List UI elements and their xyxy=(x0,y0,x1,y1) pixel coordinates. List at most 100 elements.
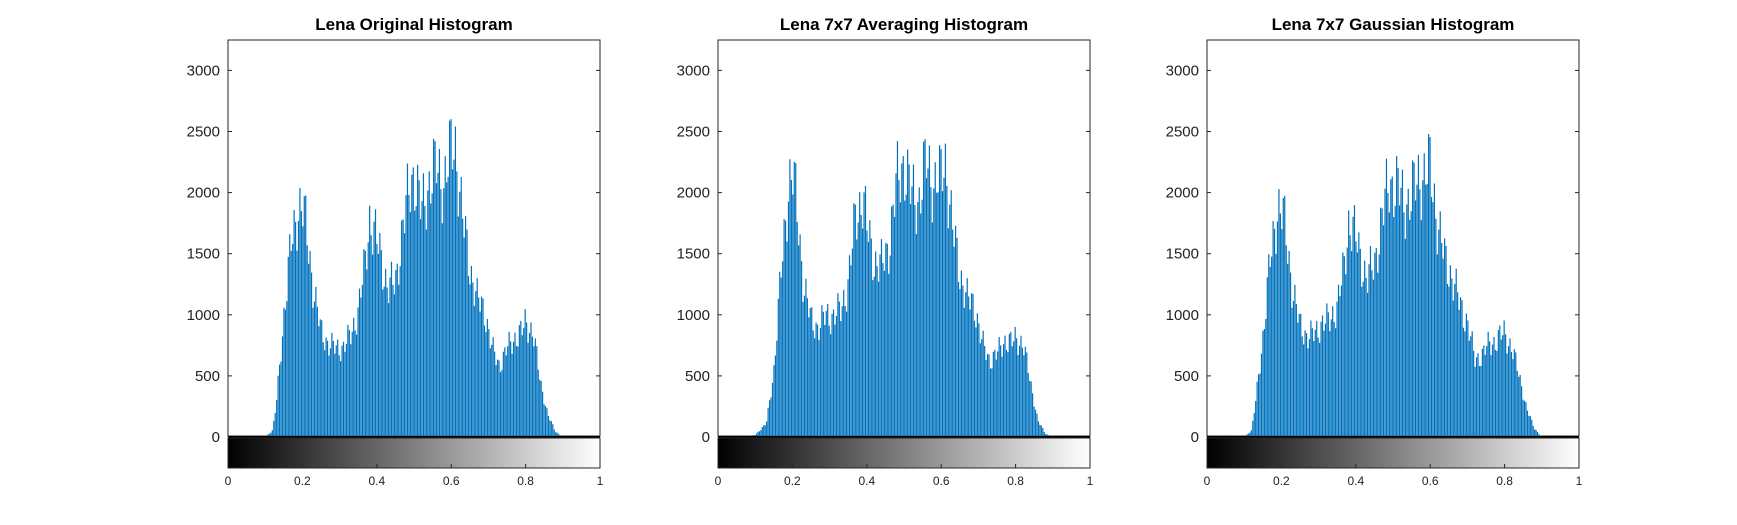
histogram-bar xyxy=(514,332,516,437)
histogram-bar xyxy=(303,196,305,437)
histogram-bar xyxy=(1441,243,1443,437)
histogram-bar xyxy=(358,288,361,437)
histogram-bar xyxy=(371,254,374,437)
histogram-bar xyxy=(1480,365,1482,437)
histogram-bar xyxy=(1040,425,1042,437)
histogram-bar xyxy=(337,339,339,437)
histogram-bar xyxy=(379,232,381,437)
histogram-bar xyxy=(328,355,330,437)
histogram-bar xyxy=(1505,334,1507,437)
histogram-bar xyxy=(867,241,869,437)
histogram-bar xyxy=(511,353,513,437)
histogram-bar xyxy=(451,169,454,437)
histogram-bar xyxy=(299,187,301,437)
histogram-bar xyxy=(464,216,467,437)
histogram-bar xyxy=(1303,344,1305,437)
histogram-bar xyxy=(1503,320,1505,437)
histogram-bar xyxy=(324,350,326,437)
histogram-bar xyxy=(1250,430,1252,437)
histogram-bar xyxy=(1001,356,1003,437)
histogram-bar xyxy=(537,369,539,437)
histogram-bar xyxy=(957,281,960,437)
histogram-bar xyxy=(1481,348,1483,437)
chart-title: Lena 7x7 Averaging Histogram xyxy=(780,15,1028,34)
histogram-bar xyxy=(1046,434,1048,437)
histogram-bar xyxy=(440,189,442,437)
histogram-bar xyxy=(469,284,471,437)
histogram-bar xyxy=(1332,306,1334,437)
histogram-bars xyxy=(744,139,1053,438)
histogram-bar xyxy=(1020,335,1022,437)
histogram-bar xyxy=(776,340,778,437)
histogram-bar xyxy=(779,271,781,437)
y-tick-label: 2500 xyxy=(1166,124,1199,141)
histogram-bar xyxy=(1470,336,1472,437)
histogram-bar xyxy=(1404,238,1406,437)
histogram-bar xyxy=(1320,321,1322,437)
histogram-bar xyxy=(512,341,515,437)
histogram-bar xyxy=(521,335,523,437)
histogram-bar xyxy=(1410,211,1412,437)
histogram-bar xyxy=(1311,328,1313,437)
histogram-bar xyxy=(844,305,846,437)
histogram-bar xyxy=(984,345,986,437)
histogram-bar xyxy=(488,328,490,437)
histogram-bar xyxy=(1247,433,1250,437)
histogram-bar xyxy=(1007,352,1009,437)
histogram-bar xyxy=(1260,353,1263,437)
histogram-bar xyxy=(1275,253,1277,437)
histogram-bar xyxy=(476,278,478,437)
histogram-bar xyxy=(946,185,948,437)
histogram-bar xyxy=(555,432,557,437)
x-tick-label: 1 xyxy=(597,474,604,488)
histogram-bar xyxy=(876,266,878,437)
histogram-bar xyxy=(1246,434,1248,437)
histogram-bar xyxy=(1507,346,1510,437)
histogram-bar xyxy=(523,327,525,437)
histogram-bar xyxy=(908,164,910,437)
histogram-bar xyxy=(1024,346,1026,437)
histogram-bar xyxy=(907,149,909,437)
histogram-bar xyxy=(1413,162,1415,437)
histogram-bar xyxy=(313,301,316,437)
histogram-bar xyxy=(866,230,868,437)
x-tick-label: 1 xyxy=(1087,474,1094,488)
histogram-bar xyxy=(837,293,839,437)
histogram-bar xyxy=(1471,331,1473,437)
histogram-bar xyxy=(459,191,461,437)
histogram-bar xyxy=(402,219,404,437)
grayscale-colorbar xyxy=(1206,437,1580,469)
histogram-bar xyxy=(850,265,852,437)
histogram-bar xyxy=(1477,353,1479,437)
y-tick-label: 3000 xyxy=(677,62,710,79)
histogram-bar xyxy=(1004,335,1006,437)
histogram-bar xyxy=(350,344,352,437)
y-tick-label: 1000 xyxy=(187,307,220,324)
histogram-bar xyxy=(1297,322,1299,437)
histogram-bar xyxy=(341,345,343,437)
histogram-bar xyxy=(1045,434,1047,437)
histogram-bar xyxy=(1419,189,1421,437)
histogram-bar xyxy=(840,321,842,437)
histogram-bar xyxy=(1406,204,1408,437)
histogram-bar xyxy=(294,221,297,437)
histogram-bar xyxy=(1017,355,1019,437)
histogram-bar xyxy=(1478,366,1481,437)
histogram-bar xyxy=(1272,221,1274,437)
histogram-bar xyxy=(1497,330,1499,437)
histogram-bar xyxy=(966,278,968,437)
histogram-bar xyxy=(847,279,849,437)
histogram-bar xyxy=(326,340,329,437)
histogram-bar xyxy=(992,351,994,437)
histogram-bar xyxy=(305,195,307,437)
histogram-bar xyxy=(1030,381,1032,437)
histogram-bar xyxy=(780,277,782,437)
histogram-bar xyxy=(268,433,271,437)
histogram-bar xyxy=(864,185,867,437)
histogram-bar xyxy=(1439,211,1441,437)
histogram-bar xyxy=(1458,309,1460,437)
histogram-bar xyxy=(383,286,385,437)
histogram-bar xyxy=(1337,284,1340,437)
histogram-bar xyxy=(342,341,345,437)
histogram-bar xyxy=(1313,341,1315,437)
